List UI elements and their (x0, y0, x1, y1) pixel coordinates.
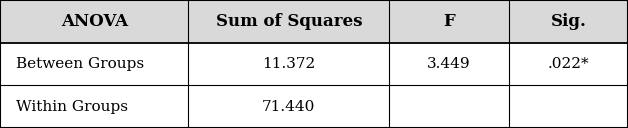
Bar (0, 0, 628, 43)
Text: 3.449: 3.449 (427, 57, 471, 71)
Text: ANOVA: ANOVA (61, 13, 127, 30)
Text: F: F (443, 13, 455, 30)
Text: Sum of Squares: Sum of Squares (215, 13, 362, 30)
Text: Between Groups: Between Groups (16, 57, 144, 71)
Text: Sig.: Sig. (550, 13, 587, 30)
Text: 11.372: 11.372 (263, 57, 315, 71)
Text: 71.440: 71.440 (263, 100, 315, 114)
Text: .022*: .022* (548, 57, 589, 71)
Text: Within Groups: Within Groups (16, 100, 127, 114)
